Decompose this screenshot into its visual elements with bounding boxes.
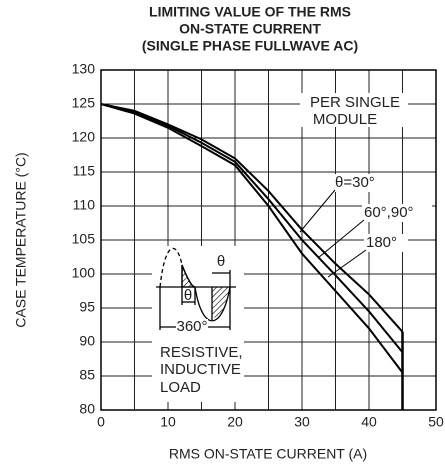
- label-bg: [300, 93, 408, 127]
- annotation: INDUCTIVE: [160, 361, 241, 378]
- x-tick-label: 10: [160, 414, 176, 430]
- annotation: θ: [184, 287, 192, 304]
- x-tick-label: 50: [428, 414, 444, 430]
- series-line: [100, 103, 404, 353]
- y-tick-label: 105: [72, 231, 96, 247]
- x-tick-label: 30: [294, 414, 310, 430]
- label-bg: [362, 204, 432, 222]
- plot-frame: [100, 69, 437, 411]
- y-tick-label: 100: [72, 265, 96, 281]
- chart-title: LIMITING VALUE OF THE RMS: [149, 4, 351, 20]
- legend-label: θ=30°: [335, 174, 375, 191]
- x-tick-label: 0: [97, 414, 105, 430]
- y-tick-label: 110: [73, 197, 96, 213]
- annotation: θ: [217, 253, 225, 270]
- y-tick-label: 90: [79, 333, 95, 349]
- series-line: [100, 103, 404, 333]
- leader-line: [317, 219, 365, 259]
- chart-title: (SINGLE PHASE FULLWAVE AC): [142, 38, 358, 54]
- y-tick-label: 115: [73, 163, 96, 179]
- label-bg: [364, 234, 408, 252]
- chart-title: ON-STATE CURRENT: [179, 21, 321, 37]
- y-tick-label: 120: [72, 129, 96, 145]
- annotation: RESISTIVE,: [160, 344, 243, 361]
- y-tick-label: 125: [72, 95, 96, 111]
- label-bg: [333, 174, 391, 192]
- y-tick-label: 95: [79, 299, 95, 315]
- y-tick-label: 85: [79, 367, 95, 383]
- label-bg: [176, 319, 208, 335]
- y-tick-label: 80: [79, 401, 95, 417]
- annotation: MODULE: [313, 111, 377, 128]
- leader-line: [327, 249, 367, 278]
- x-tick-label: 20: [227, 414, 243, 430]
- waveform: [156, 247, 236, 330]
- leader-line: [299, 189, 336, 233]
- annotation: 360°: [176, 318, 207, 335]
- annotation: LOAD: [160, 379, 201, 396]
- legend-label: 60°,90°: [364, 204, 414, 221]
- legend-label: 180°: [366, 234, 397, 251]
- y-axis-label: CASE TEMPERATURE (°C): [13, 152, 29, 327]
- series-line: [100, 103, 404, 374]
- y-tick-label: 130: [72, 61, 96, 77]
- x-axis-label: RMS ON-STATE CURRENT (A): [169, 446, 367, 462]
- annotation: PER SINGLE: [310, 94, 400, 111]
- x-tick-label: 40: [361, 414, 377, 430]
